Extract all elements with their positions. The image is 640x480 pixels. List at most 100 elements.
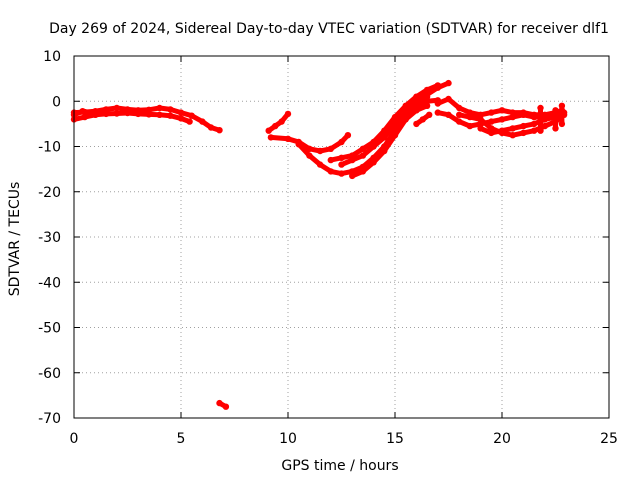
data-point	[381, 147, 388, 155]
x-tick-label: 0	[70, 431, 79, 447]
x-axis-label: GPS time / hours	[281, 458, 398, 474]
data-point	[284, 110, 292, 118]
data-point	[530, 120, 538, 128]
data-point	[338, 161, 345, 168]
data-point	[530, 127, 538, 134]
x-tick-label: 20	[493, 431, 511, 447]
data-point	[509, 132, 516, 139]
data-point	[530, 113, 538, 121]
data-point	[445, 111, 452, 119]
y-tick-label: -50	[38, 321, 61, 337]
data-point	[102, 110, 110, 118]
x-tick-label: 25	[600, 431, 618, 447]
data-point	[381, 134, 388, 141]
data-point	[488, 109, 495, 116]
data-point	[498, 127, 506, 134]
data-point	[156, 104, 163, 112]
data-point	[338, 170, 345, 177]
data-point	[537, 104, 544, 112]
data-point	[477, 116, 484, 123]
data-point	[207, 124, 215, 131]
data-point	[509, 125, 516, 132]
data-series	[70, 79, 568, 410]
data-point	[498, 116, 506, 123]
data-point	[186, 118, 193, 125]
data-point	[216, 399, 223, 407]
data-point	[552, 125, 559, 132]
y-tick-label: -60	[38, 366, 61, 382]
data-point	[349, 156, 356, 164]
data-point	[102, 106, 110, 113]
data-point	[272, 122, 279, 130]
data-point	[167, 106, 174, 113]
data-point	[423, 91, 431, 98]
data-point	[466, 122, 474, 130]
data-point	[445, 79, 452, 87]
data-point	[359, 145, 367, 152]
data-point	[477, 125, 484, 132]
data-point	[338, 154, 345, 161]
data-point	[509, 113, 516, 121]
y-tick-label: -20	[38, 185, 61, 201]
chart-title: Day 269 of 2024, Sidereal Day-to-day VTE…	[49, 21, 609, 37]
data-point	[316, 161, 324, 168]
data-point	[434, 84, 441, 91]
data-point	[413, 120, 420, 128]
x-tick-label: 5	[177, 431, 186, 447]
y-tick-label: -70	[38, 411, 61, 427]
y-tick-label: 0	[52, 94, 61, 110]
data-point	[306, 152, 313, 159]
series-track-e	[266, 111, 291, 134]
data-point	[541, 116, 548, 123]
data-point	[434, 100, 441, 107]
data-point	[359, 152, 367, 159]
data-point	[188, 112, 195, 119]
data-point	[278, 118, 285, 125]
data-point	[156, 111, 163, 119]
data-point	[520, 129, 527, 137]
data-point	[167, 112, 174, 119]
data-point	[81, 113, 88, 121]
data-point	[402, 104, 409, 112]
data-point	[456, 104, 463, 112]
data-point	[216, 127, 223, 134]
data-point	[456, 118, 463, 125]
data-point	[145, 111, 153, 118]
data-point	[344, 132, 352, 139]
x-tick-label: 10	[279, 431, 297, 447]
data-point	[87, 109, 95, 116]
data-point	[359, 168, 367, 175]
data-point	[295, 141, 302, 148]
data-point	[124, 109, 131, 117]
data-point	[558, 102, 566, 110]
data-point	[498, 107, 506, 114]
data-point	[370, 143, 377, 150]
data-point	[316, 147, 324, 155]
data-point	[327, 145, 334, 152]
data-point	[327, 156, 334, 164]
data-point	[349, 172, 356, 180]
data-point	[177, 115, 185, 122]
data-point	[135, 110, 142, 118]
data-point	[391, 132, 399, 139]
data-point	[423, 102, 431, 110]
y-tick-label: -10	[38, 140, 61, 156]
data-point	[558, 120, 566, 128]
data-point	[199, 118, 206, 125]
data-point	[391, 120, 399, 128]
data-point	[177, 109, 185, 116]
x-tick-label: 15	[386, 431, 404, 447]
data-point	[466, 113, 474, 121]
data-point	[488, 129, 495, 137]
data-point	[402, 109, 409, 116]
data-point	[338, 138, 345, 146]
data-point	[284, 135, 292, 142]
data-point	[222, 403, 230, 410]
y-tick-label: 10	[43, 49, 61, 65]
data-point	[541, 122, 548, 130]
data-point	[370, 159, 377, 166]
data-point	[327, 168, 334, 175]
y-tick-label: -30	[38, 230, 61, 246]
data-point	[267, 134, 275, 141]
